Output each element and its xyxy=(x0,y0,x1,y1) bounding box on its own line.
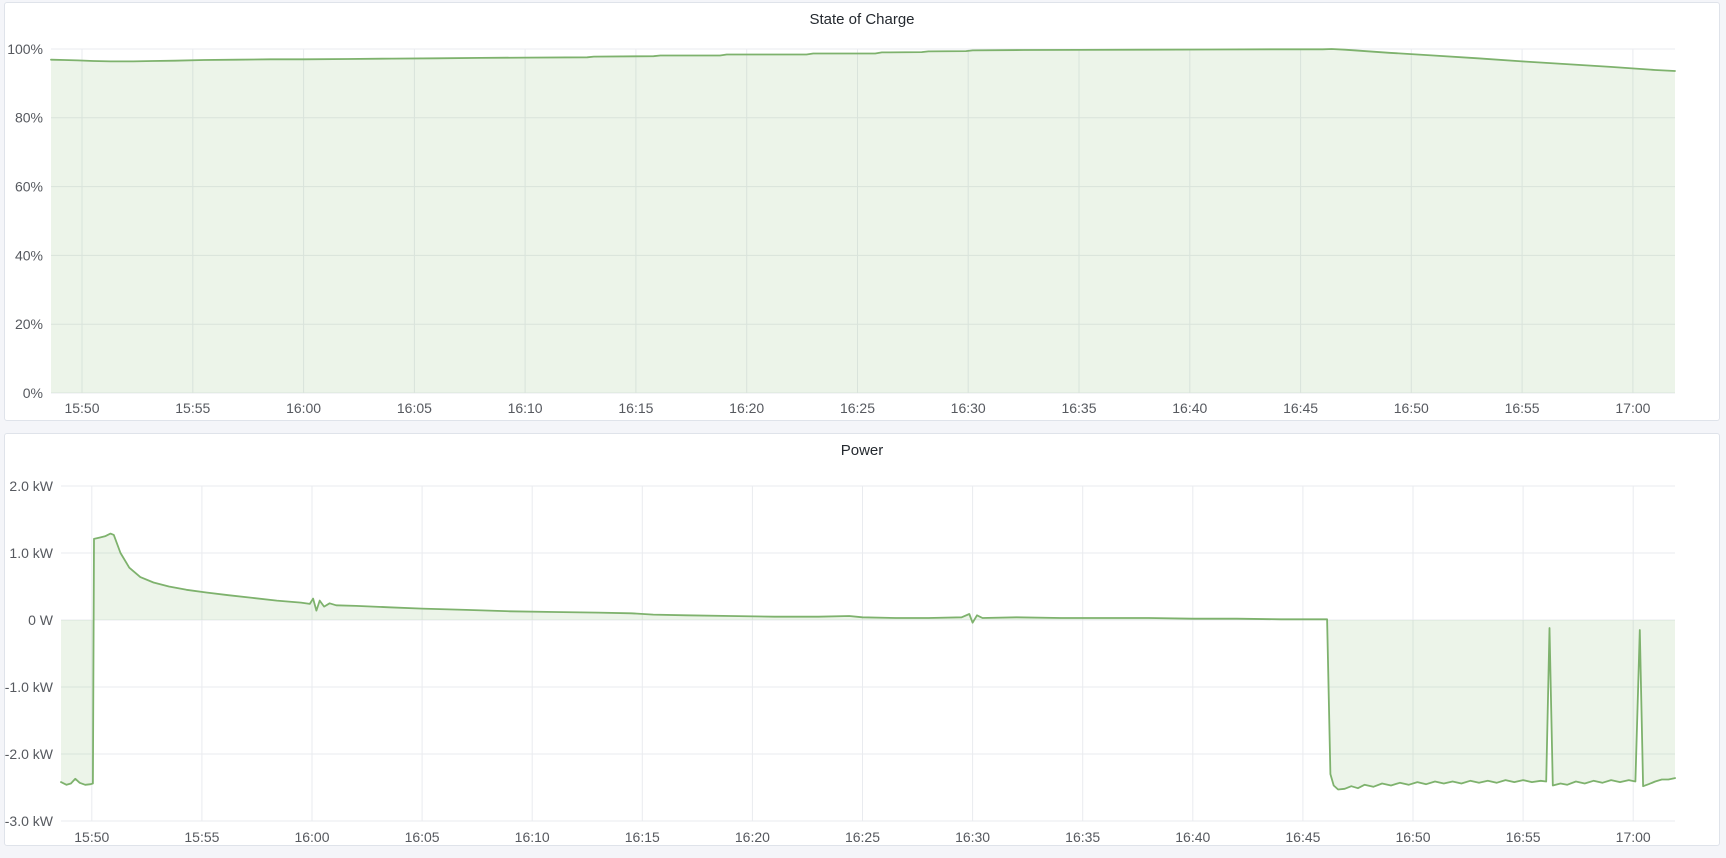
svg-text:20%: 20% xyxy=(15,316,43,332)
svg-text:16:05: 16:05 xyxy=(405,829,440,845)
svg-text:16:55: 16:55 xyxy=(1505,400,1540,416)
svg-text:16:35: 16:35 xyxy=(1065,829,1100,845)
svg-text:16:35: 16:35 xyxy=(1061,400,1096,416)
panel-title-state-of-charge[interactable]: State of Charge xyxy=(809,11,915,28)
svg-text:40%: 40% xyxy=(15,247,43,263)
panel-power: Power 2.0 kW 1.0 kW 0 W -1.0 kW -2.0 kW -3.0 … xyxy=(4,433,1720,846)
svg-text:17:00: 17:00 xyxy=(1615,400,1650,416)
svg-text:-1.0 kW: -1.0 kW xyxy=(5,679,54,695)
svg-text:15:50: 15:50 xyxy=(64,400,99,416)
svg-text:-2.0 kW: -2.0 kW xyxy=(5,746,54,762)
panel-state-of-charge: State of Charge 100% 80% 60% 40% 20% 0% 15:50 1… xyxy=(4,2,1720,421)
svg-text:16:45: 16:45 xyxy=(1283,400,1318,416)
svg-text:16:45: 16:45 xyxy=(1285,829,1320,845)
svg-text:16:00: 16:00 xyxy=(294,829,329,845)
svg-text:15:55: 15:55 xyxy=(175,400,210,416)
power-chart[interactable]: 2.0 kW 1.0 kW 0 W -1.0 kW -2.0 kW -3.0 kW 15:5… xyxy=(5,434,1719,845)
svg-text:16:30: 16:30 xyxy=(951,400,986,416)
svg-text:16:10: 16:10 xyxy=(515,829,550,845)
svg-text:16:15: 16:15 xyxy=(625,829,660,845)
svg-text:17:00: 17:00 xyxy=(1616,829,1651,845)
svg-text:16:40: 16:40 xyxy=(1175,829,1210,845)
svg-text:0%: 0% xyxy=(23,385,43,401)
svg-text:0 W: 0 W xyxy=(28,612,54,628)
svg-text:15:50: 15:50 xyxy=(74,829,109,845)
svg-text:1.0 kW: 1.0 kW xyxy=(9,545,53,561)
svg-text:16:05: 16:05 xyxy=(397,400,432,416)
state-of-charge-chart[interactable]: 100% 80% 60% 40% 20% 0% 15:50 15:55 16:00 16:05 16… xyxy=(5,3,1719,420)
svg-text:16:00: 16:00 xyxy=(286,400,321,416)
svg-text:16:10: 16:10 xyxy=(508,400,543,416)
svg-text:80%: 80% xyxy=(15,110,43,126)
svg-text:60%: 60% xyxy=(15,179,43,195)
panel-title-power[interactable]: Power xyxy=(840,442,884,459)
svg-text:100%: 100% xyxy=(7,41,43,57)
svg-text:16:25: 16:25 xyxy=(845,829,880,845)
svg-text:16:55: 16:55 xyxy=(1506,829,1541,845)
svg-text:16:25: 16:25 xyxy=(840,400,875,416)
svg-text:15:55: 15:55 xyxy=(184,829,219,845)
svg-text:-3.0 kW: -3.0 kW xyxy=(5,813,54,829)
svg-text:16:40: 16:40 xyxy=(1172,400,1207,416)
svg-text:2.0 kW: 2.0 kW xyxy=(9,478,53,494)
svg-text:16:30: 16:30 xyxy=(955,829,990,845)
svg-text:16:50: 16:50 xyxy=(1395,829,1430,845)
svg-text:16:15: 16:15 xyxy=(618,400,653,416)
svg-text:16:50: 16:50 xyxy=(1394,400,1429,416)
svg-text:16:20: 16:20 xyxy=(735,829,770,845)
svg-text:16:20: 16:20 xyxy=(729,400,764,416)
